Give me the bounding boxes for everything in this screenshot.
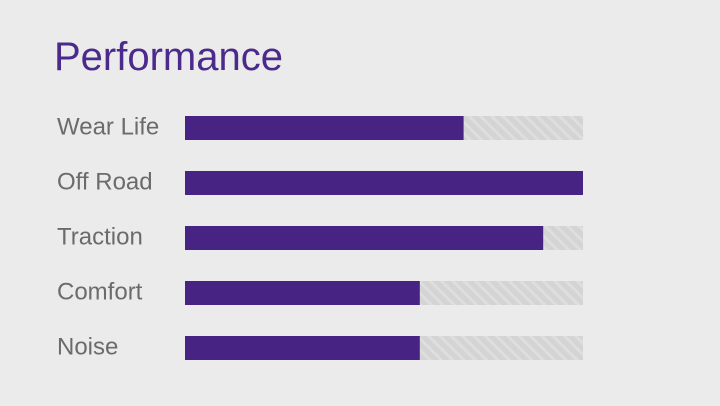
chart-title: Performance	[54, 35, 283, 79]
bar	[185, 226, 544, 250]
bar	[185, 336, 420, 360]
bar	[185, 116, 464, 140]
category-label: Traction	[57, 223, 143, 250]
category-label: Wear Life	[57, 113, 159, 140]
category-label: Comfort	[57, 278, 143, 305]
bar	[185, 171, 583, 195]
category-label: Off Road	[57, 168, 153, 195]
bar	[185, 281, 420, 305]
category-label: Noise	[57, 333, 118, 360]
